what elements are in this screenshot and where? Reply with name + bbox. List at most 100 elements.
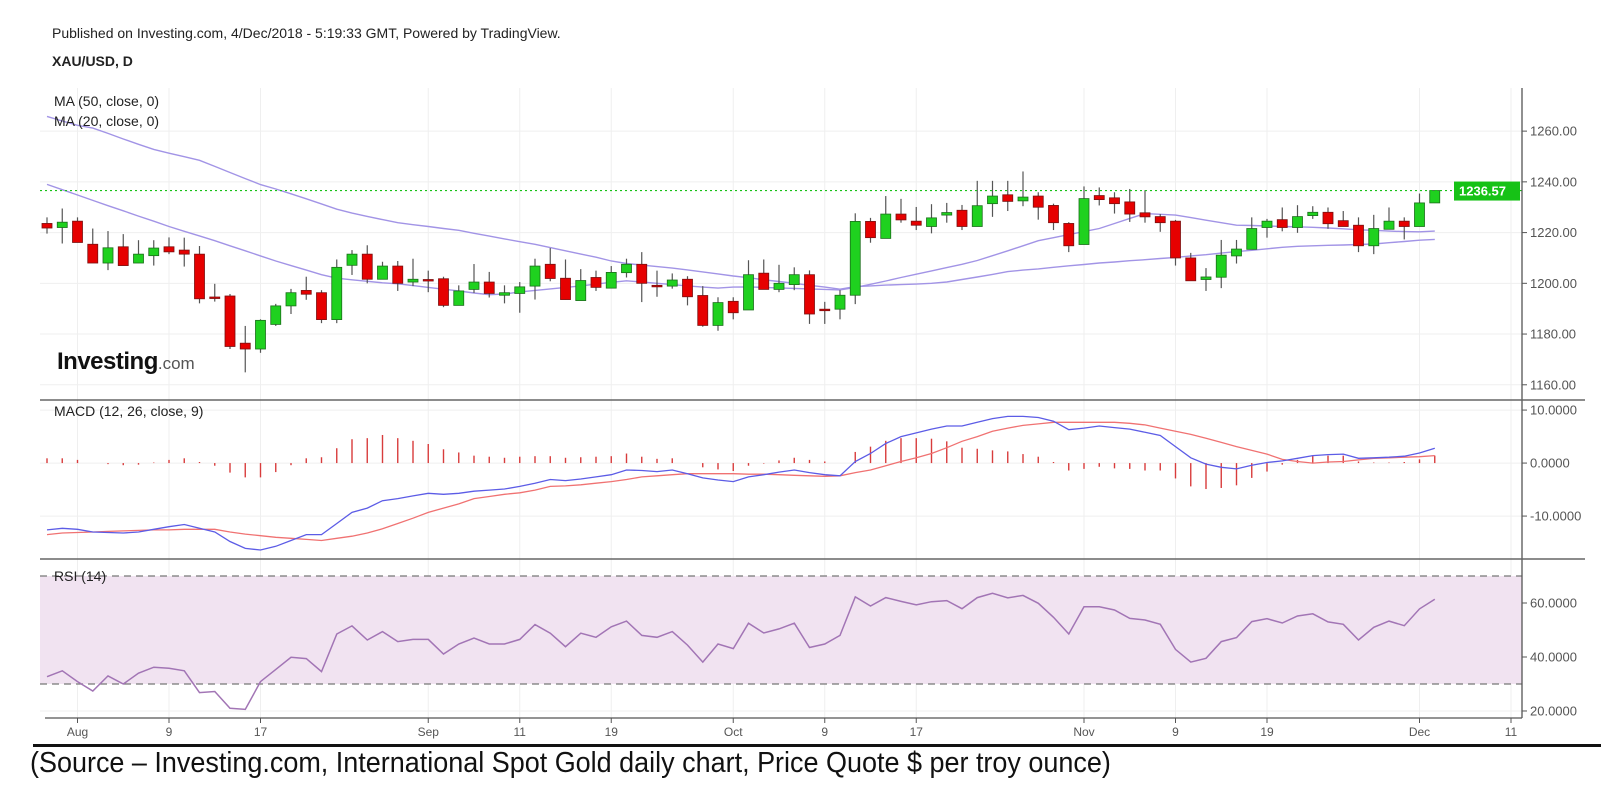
candle [666, 273, 678, 289]
axes-layer: Aug 9 17 Sep 11 19 Oct 9 17 Nov 9 19 Dec 11 1160.00 118… [40, 88, 1585, 739]
candle-body-up [971, 205, 983, 227]
candle-body-down [697, 295, 709, 326]
candle [346, 250, 358, 275]
candle [1063, 222, 1075, 253]
candle-body-down [392, 265, 404, 284]
candle-body-up [1261, 220, 1273, 228]
candle [590, 270, 602, 291]
rsi-line [46, 592, 1436, 711]
marks-layer [40, 115, 1522, 711]
candle [1246, 217, 1258, 250]
candle [941, 202, 953, 223]
candle-body-up [1368, 228, 1380, 247]
candle-body-down [956, 209, 968, 227]
price-y-tick-label: 1200.00 [1530, 276, 1577, 291]
candle [788, 267, 800, 291]
candle [1139, 190, 1151, 223]
x-tick-label: 17 [254, 725, 268, 739]
candle-body-up [377, 265, 388, 280]
candle-body-down [422, 279, 434, 282]
candle-body-down [651, 284, 663, 288]
price-y-tick-label: 1220.00 [1530, 225, 1577, 240]
candle-body-up [270, 305, 282, 325]
macd-y-tick-label: 0.0000 [1530, 456, 1570, 471]
candle-body-up [1231, 248, 1242, 257]
candle [1093, 187, 1105, 206]
candle [1307, 206, 1319, 219]
candle-body-down [1032, 195, 1044, 208]
candle-body-up [666, 279, 678, 287]
rsi-y-tick-label: 20.0000 [1530, 703, 1577, 718]
candle-body-up [468, 281, 480, 290]
candle [1368, 214, 1380, 255]
candle-body-down [1322, 211, 1334, 225]
candle [300, 276, 312, 300]
candle [926, 204, 937, 234]
candle [834, 290, 846, 320]
candle-body-down [87, 243, 99, 264]
candle-body-down [727, 300, 739, 314]
candle [1002, 180, 1014, 212]
candle [422, 270, 434, 293]
price-y-tick-label: 1260.00 [1530, 124, 1577, 139]
macd-signal-line [46, 421, 1435, 542]
x-tick-label: 11 [514, 725, 527, 739]
candle [956, 204, 968, 231]
candle [727, 297, 739, 320]
candle [1048, 203, 1059, 231]
candle [651, 270, 663, 297]
candle [407, 258, 419, 287]
candle-body-down [72, 220, 83, 243]
rsi-y-tick-label: 60.0000 [1530, 596, 1577, 611]
candle [1231, 239, 1242, 264]
candle-body-up [880, 213, 892, 239]
logo-main-text: Investing [57, 348, 158, 375]
x-tick-label: Aug [67, 725, 88, 739]
candle [1414, 193, 1425, 227]
candle [880, 196, 892, 239]
candle-body-up [575, 280, 587, 301]
candle-body-down [1154, 216, 1166, 224]
candle [163, 237, 175, 255]
candle-body-up [605, 272, 617, 289]
x-tick-label: Nov [1073, 725, 1094, 739]
candle [194, 246, 205, 304]
candle-body-up [1429, 190, 1441, 204]
candle [56, 208, 68, 244]
candle-body-down [361, 253, 373, 280]
candle [697, 286, 709, 327]
ma50-legend: MA (50, close, 0) [54, 93, 160, 109]
rsi-y-tick-label: 40.0000 [1530, 649, 1577, 664]
candle-body-down [636, 263, 648, 284]
candle-body-up [1292, 216, 1303, 228]
candle-body-up [1307, 211, 1319, 216]
macd-legend: MACD (12, 26, close, 9) [54, 403, 204, 419]
candle-body-down [819, 308, 831, 312]
candle [849, 213, 861, 305]
candle-body-down [1109, 197, 1120, 205]
candle-body-up [926, 217, 937, 227]
candle-body-up [621, 263, 632, 274]
candle [773, 264, 785, 293]
candle-body-down [438, 278, 449, 306]
candle-body-down [178, 249, 190, 255]
candle-body-down [239, 342, 251, 350]
candle-body-down [300, 290, 312, 295]
x-tick-label: 9 [1172, 725, 1179, 739]
candle [1078, 186, 1090, 245]
candle [1353, 217, 1364, 253]
candle-body-down [316, 292, 327, 320]
candle-body-down [590, 277, 602, 288]
candle-body-up [514, 286, 526, 294]
candle-body-up [346, 253, 358, 266]
candle [102, 231, 114, 271]
candle [224, 293, 236, 350]
candle [712, 297, 724, 331]
candle [1337, 211, 1349, 227]
candle [1109, 192, 1120, 214]
candle [209, 283, 221, 302]
candle-body-up [1078, 198, 1090, 245]
candle-body-down [544, 263, 556, 279]
candle-body-down [1185, 257, 1197, 282]
candle [636, 252, 648, 303]
